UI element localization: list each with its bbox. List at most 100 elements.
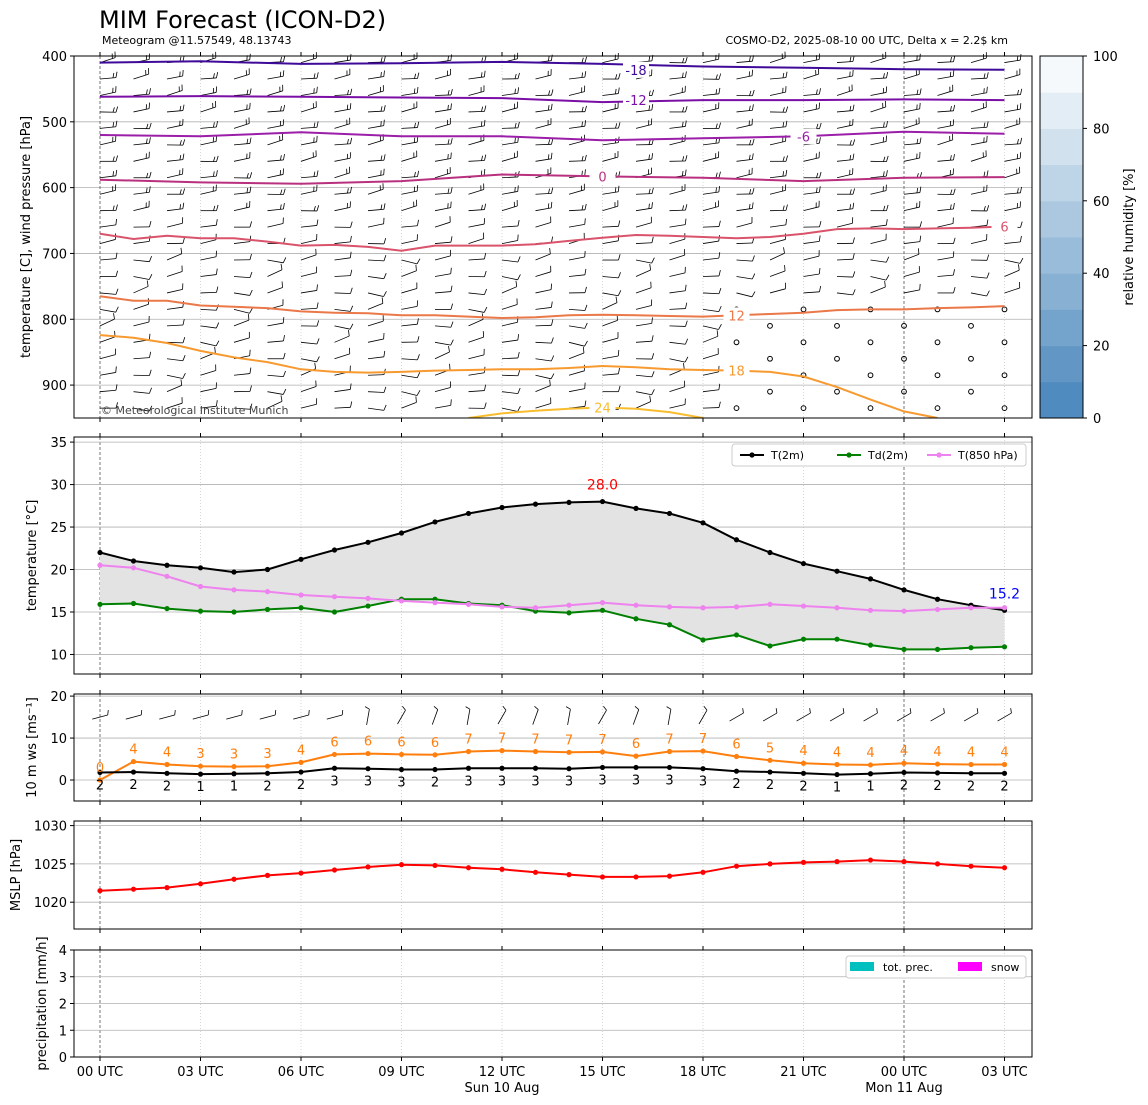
wind-barb [937,237,956,244]
wind-barb [870,170,888,179]
wind-barb-staff [166,253,182,261]
wind-barb [568,218,586,228]
wind-barb-flag [548,188,550,194]
data-point [666,604,673,610]
wind-barb [1004,201,1021,212]
wind-speed-label: 2 [766,778,774,793]
wind-barb [602,73,621,80]
wind-barb-flag [919,186,922,193]
wind-barb [769,247,785,261]
wind-barb-flag [749,139,752,145]
wind-barb-flag [752,188,755,195]
wind-barb [635,257,655,264]
data-point [867,607,874,613]
wind-barb-flag [182,202,185,209]
wind-barb [698,706,708,725]
wind-barb [870,280,886,294]
wind-barb-flag [953,237,956,244]
wind-barb-staff [602,337,619,343]
wind-barb [501,199,518,212]
wind-barb-flag [115,71,118,78]
wind-barb [226,709,243,720]
wind-barb-flag [718,305,722,312]
wind-barb-staff [535,289,552,294]
wind-barb [133,280,149,294]
wind-barb [468,183,485,195]
wind-barb [401,336,420,343]
legend-label: tot. prec. [883,961,933,974]
wind-barb-flag [1019,103,1022,110]
wind-barb-flag [215,322,220,329]
wind-barb-staff [334,353,350,360]
wind-barb [334,251,352,261]
isotherm-label: 0 [598,170,606,185]
data-point [633,602,639,608]
y-tick-label: 1025 [34,858,67,873]
data-point [197,881,204,887]
copyright-text: © Meteorological Institute Munich [101,404,288,417]
wind-barb-staff [669,386,685,393]
gust-label: 4 [1000,745,1008,760]
wind-barb-flag [483,306,488,313]
wind-barb [535,265,552,277]
wind-barb-flag [148,405,153,412]
wind-barb [166,202,185,212]
wind-speed-label: 2 [1000,779,1008,794]
wind-barb-staff [367,276,384,280]
wind-barb [300,266,318,277]
wind-barb-staff [166,358,183,362]
value-annotation: 28.0 [587,478,618,494]
wind-speed-label: 2 [900,778,908,793]
wind-speed-label: 2 [96,778,104,793]
wind-barb-flag [182,139,186,146]
wind-barb [200,250,217,261]
wind-barb [736,291,756,298]
wind-barb [836,289,856,296]
colorbar-tick-label: 100 [1093,50,1118,65]
wind-barb [635,353,655,360]
wind-barb-staff [870,276,887,281]
wind-barb [736,104,754,113]
wind-barb-staff [769,270,786,277]
wind-barb [702,73,722,80]
wind-barb [501,220,520,228]
wind-barb-staff [401,270,417,277]
y-tick-label: 30 [50,479,67,494]
isotherm-label-bg [589,399,616,416]
gust-label: 4 [900,744,908,759]
wind-barb [99,313,115,327]
wind-barb [200,204,219,212]
data-point [767,601,773,607]
calm-wind-symbol [901,355,907,362]
wind-barb-flag [316,205,320,212]
wind-barb [836,271,856,278]
wind-barb-flag [715,74,718,80]
wind-barb-staff [468,110,485,113]
y-tick-label: 4 [59,944,67,959]
wind-barb [133,186,151,195]
wind-barb [762,708,778,722]
wind-barb [669,184,686,195]
wind-barb-staff [535,253,551,261]
wind-barb-flag [703,706,708,711]
wind-barb [836,237,855,244]
wind-barb-flag [112,156,115,162]
wind-barb [367,350,386,360]
wind-barb-flag [282,257,287,263]
wind-barb-flag [316,320,320,327]
wind-barb-flag [383,203,386,210]
wind-barb [937,287,956,294]
y-tick-label: 20 [50,690,67,705]
wind-barb-flag [450,399,452,406]
wind-barb-staff [300,307,317,310]
wind-barb-flag [549,379,551,386]
wind-barb [568,250,586,261]
wind-speed-label: 3 [531,774,539,789]
wind-speed-label: 3 [330,774,338,789]
wind-barb [836,168,854,179]
wind-barb [736,69,753,80]
wind-barb-staff [367,292,384,297]
wind-barb [233,367,252,376]
wind-barb-staff [300,386,317,393]
wind-barb-flag [283,104,286,111]
